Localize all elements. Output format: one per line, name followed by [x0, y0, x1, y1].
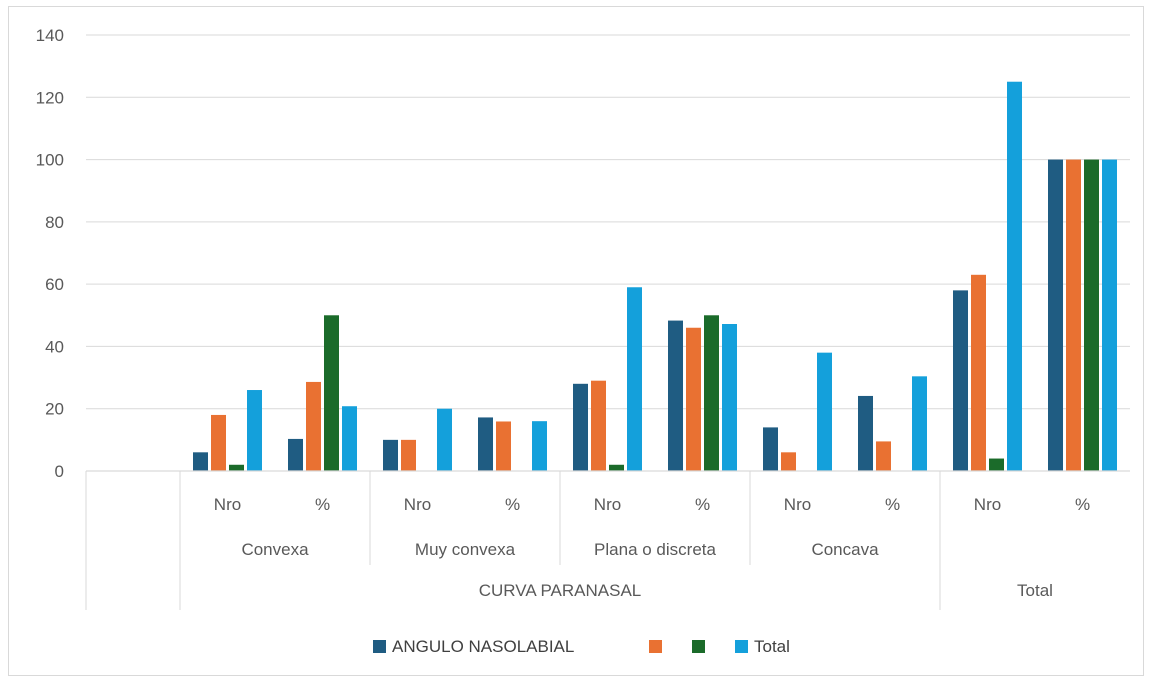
bar — [704, 315, 719, 471]
legend-swatch — [735, 640, 748, 653]
x-axis: Nro% Nro% Nro% Nro% Nro % Convexa Muy convexa Pl… — [85, 470, 1130, 610]
bar — [876, 441, 891, 471]
y-tick-label: 60 — [45, 275, 64, 294]
bar — [193, 452, 208, 471]
bars — [193, 81, 1117, 472]
bar — [686, 327, 701, 471]
category-group-label: Plana o discreta — [594, 540, 716, 559]
bar — [722, 324, 737, 471]
legend-label: ANGULO NASOLABIAL — [392, 637, 574, 656]
bar — [1066, 159, 1081, 472]
bar — [953, 290, 968, 471]
bar — [858, 395, 873, 471]
category-group-label: Muy convexa — [415, 540, 516, 559]
bar — [478, 417, 493, 471]
bar — [971, 274, 986, 471]
y-tick-label: 100 — [36, 151, 64, 170]
bar — [912, 376, 927, 471]
bar — [989, 458, 1004, 471]
bar — [306, 381, 321, 471]
bar — [668, 320, 683, 471]
bar — [342, 406, 357, 471]
bar — [627, 287, 642, 471]
legend-swatch — [649, 640, 662, 653]
category-label: % — [1075, 495, 1090, 514]
bar — [573, 383, 588, 471]
category-label: Nro — [214, 495, 241, 514]
bar — [781, 452, 796, 471]
y-tick-label: 20 — [45, 400, 64, 419]
category-group-label: Convexa — [241, 540, 309, 559]
category-label: % — [885, 495, 900, 514]
top-group-label: CURVA PARANASAL — [479, 581, 642, 600]
y-tick-label: 120 — [36, 88, 64, 107]
y-tick-label: 40 — [45, 337, 64, 356]
bar — [383, 439, 398, 471]
top-group-label: Total — [1017, 581, 1053, 600]
category-group-label: Concava — [811, 540, 879, 559]
bar — [817, 352, 832, 471]
y-tick-label: 80 — [45, 213, 64, 232]
bar — [532, 421, 547, 471]
legend-swatch — [692, 640, 705, 653]
category-label: % — [505, 495, 520, 514]
y-tick-label: 140 — [36, 26, 64, 45]
bar — [763, 427, 778, 471]
chart-frame — [8, 6, 1144, 676]
bar — [496, 421, 511, 471]
bar — [324, 315, 339, 471]
y-tick-label: 0 — [55, 462, 64, 481]
y-axis: 0 20 40 60 80 100 120 140 — [36, 26, 64, 481]
bar — [1102, 159, 1117, 472]
category-label: Nro — [594, 495, 621, 514]
bar — [1007, 81, 1022, 471]
category-label: % — [695, 495, 710, 514]
category-label: Nro — [784, 495, 811, 514]
bar — [288, 438, 303, 471]
category-label: Nro — [404, 495, 431, 514]
legend: ANGULO NASOLABIAL Total — [373, 637, 790, 656]
legend-label: Total — [754, 637, 790, 656]
category-label: % — [315, 495, 330, 514]
bar — [437, 408, 452, 471]
bar — [1084, 159, 1099, 472]
bar — [401, 439, 416, 471]
bar — [211, 414, 226, 471]
category-label: Nro — [974, 495, 1001, 514]
bar — [609, 464, 624, 471]
bar — [591, 380, 606, 471]
bar — [229, 464, 244, 471]
legend-swatch — [373, 640, 386, 653]
bar — [247, 390, 262, 471]
bar — [1048, 159, 1063, 472]
